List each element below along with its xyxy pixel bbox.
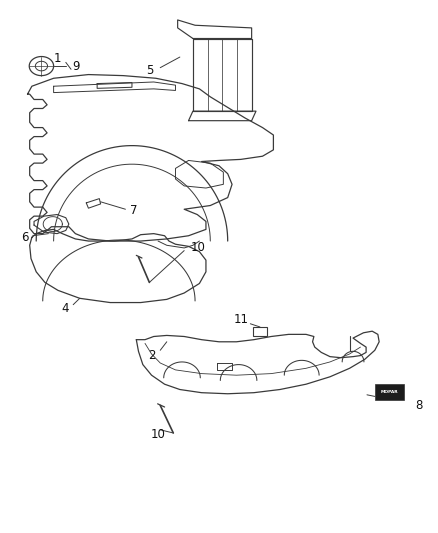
Text: 10: 10 xyxy=(191,241,205,254)
Text: 9: 9 xyxy=(72,60,79,72)
Text: 11: 11 xyxy=(233,313,249,326)
Text: 2: 2 xyxy=(148,349,156,362)
Text: 5: 5 xyxy=(146,64,154,77)
Text: 6: 6 xyxy=(21,231,28,244)
Text: 8: 8 xyxy=(415,399,422,412)
Text: 7: 7 xyxy=(130,204,137,217)
Text: 1: 1 xyxy=(54,52,61,65)
Text: 4: 4 xyxy=(61,302,69,316)
FancyBboxPatch shape xyxy=(375,384,404,400)
Text: MOPAR: MOPAR xyxy=(381,390,399,394)
Text: 10: 10 xyxy=(151,428,166,441)
